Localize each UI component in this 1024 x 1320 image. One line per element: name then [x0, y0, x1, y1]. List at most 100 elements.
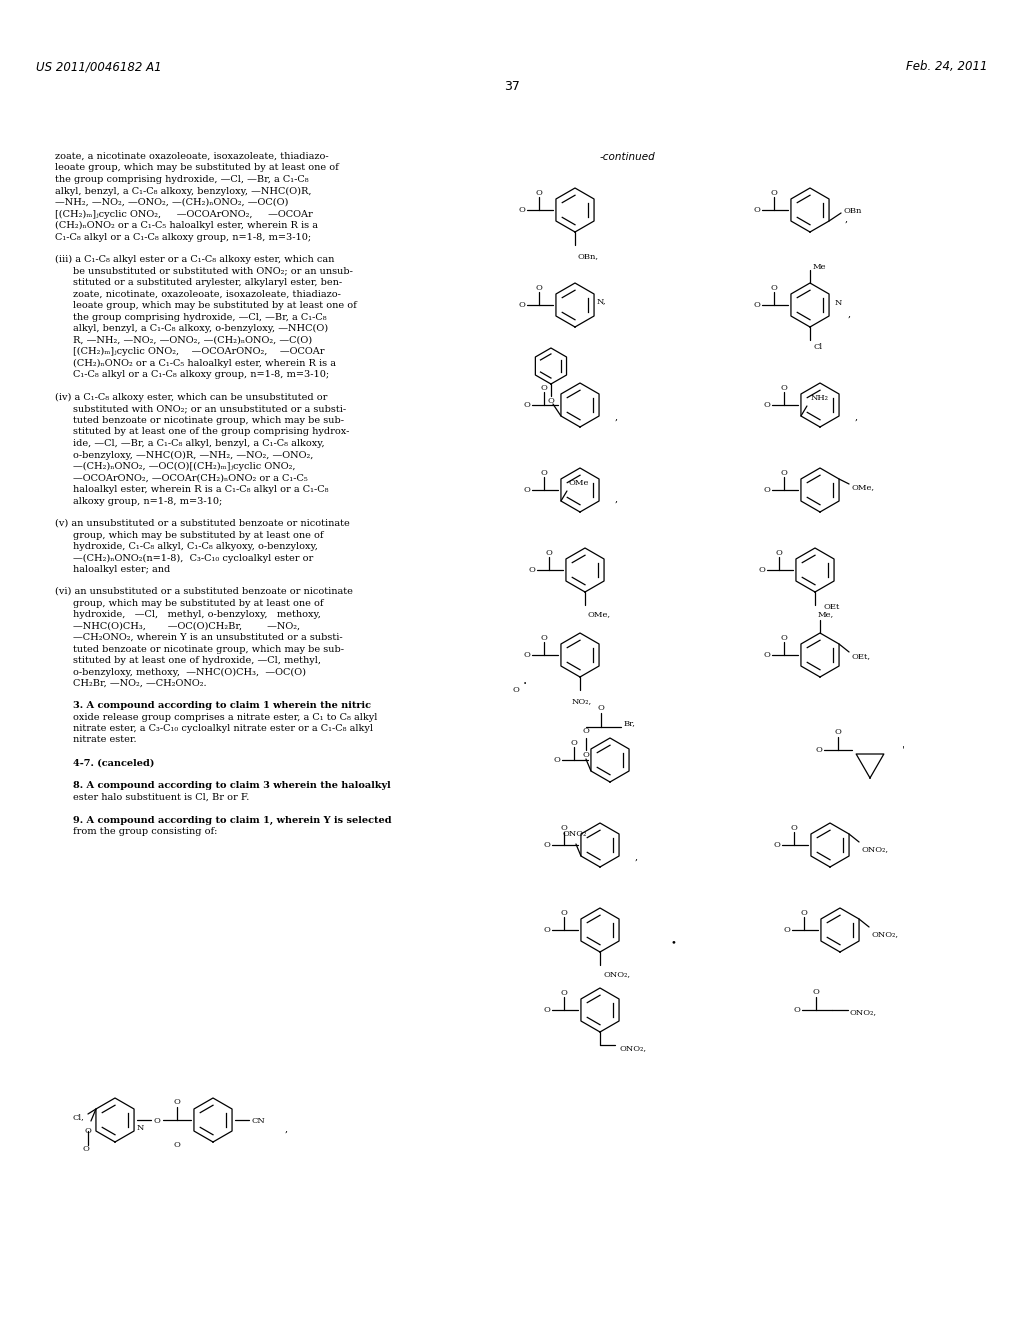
Text: O: O — [543, 927, 550, 935]
Text: O: O — [560, 909, 567, 917]
Text: O: O — [548, 397, 554, 405]
Text: O: O — [753, 206, 760, 214]
Text: O: O — [153, 1117, 160, 1125]
Text: ONO₂,: ONO₂, — [871, 931, 898, 939]
Text: N: N — [835, 300, 843, 308]
Text: O: O — [85, 1127, 91, 1135]
Text: O: O — [763, 651, 770, 659]
Text: the group comprising hydroxide, —Cl, —Br, a C₁-C₈: the group comprising hydroxide, —Cl, —Br… — [73, 313, 327, 322]
Text: be unsubstituted or substituted with ONO₂; or an unsub-: be unsubstituted or substituted with ONO… — [73, 267, 353, 276]
Text: O: O — [536, 284, 543, 292]
Text: o-benzyloxy, methoxy,  —NHC(O)CH₃,  —OC(O): o-benzyloxy, methoxy, —NHC(O)CH₃, —OC(O) — [73, 668, 306, 677]
Text: zoate, a nicotinate oxazoleoate, isoxazoleate, thiadiazo-: zoate, a nicotinate oxazoleoate, isoxazo… — [55, 152, 329, 161]
Text: O: O — [523, 486, 530, 494]
Text: O: O — [560, 989, 567, 997]
Text: o-benzyloxy, —NHC(O)R, —NH₂, —NO₂, —ONO₂,: o-benzyloxy, —NHC(O)R, —NH₂, —NO₂, —ONO₂… — [73, 450, 313, 459]
Text: haloalkyl ester; and: haloalkyl ester; and — [73, 565, 170, 574]
Text: O: O — [791, 824, 798, 832]
Text: O: O — [763, 401, 770, 409]
Text: 8. A compound according to claim 3 wherein the haloalkyl: 8. A compound according to claim 3 where… — [73, 781, 391, 791]
Text: O: O — [518, 301, 525, 309]
Text: 37: 37 — [504, 81, 520, 92]
Text: O: O — [775, 549, 782, 557]
Text: O: O — [543, 841, 550, 849]
Text: from the group consisting of:: from the group consisting of: — [73, 828, 217, 837]
Text: stituted by at least one of hydroxide, —Cl, methyl,: stituted by at least one of hydroxide, —… — [73, 656, 321, 665]
Text: CH₂Br, —NO₂, —CH₂ONO₂.: CH₂Br, —NO₂, —CH₂ONO₂. — [73, 678, 207, 688]
Text: Me: Me — [813, 263, 826, 271]
Text: —(CH₂)ₙONO₂, —OC(O)[(CH₂)ₘ]ⱼcyclic ONO₂,: —(CH₂)ₙONO₂, —OC(O)[(CH₂)ₘ]ⱼcyclic ONO₂, — [73, 462, 296, 471]
Text: (iv) a C₁-C₈ alkoxy ester, which can be unsubstituted or: (iv) a C₁-C₈ alkoxy ester, which can be … — [55, 393, 328, 403]
Text: (v) an unsubstituted or a substituted benzoate or nicotinate: (v) an unsubstituted or a substituted be… — [55, 519, 350, 528]
Text: O: O — [173, 1098, 180, 1106]
Text: O: O — [546, 549, 552, 557]
Text: OEt: OEt — [823, 603, 840, 611]
Text: Cl,: Cl, — [72, 1113, 84, 1121]
Text: group, which may be substituted by at least one of: group, which may be substituted by at le… — [73, 531, 324, 540]
Text: 3. A compound according to claim 1 wherein the nitric: 3. A compound according to claim 1 where… — [73, 701, 371, 710]
Text: (iii) a C₁-C₈ alkyl ester or a C₁-C₈ alkoxy ester, which can: (iii) a C₁-C₈ alkyl ester or a C₁-C₈ alk… — [55, 255, 335, 264]
Text: NH₂: NH₂ — [811, 393, 829, 403]
Text: ester halo substituent is Cl, Br or F.: ester halo substituent is Cl, Br or F. — [73, 793, 250, 803]
Text: [(CH₂)ₘ]ⱼcyclic ONO₂,    —OCOArONO₂,    —OCOAr: [(CH₂)ₘ]ⱼcyclic ONO₂, —OCOArONO₂, —OCOAr — [73, 347, 325, 356]
Text: alkyl, benzyl, a C₁-C₈ alkoxy, o-benzyloxy, —NHC(O): alkyl, benzyl, a C₁-C₈ alkoxy, o-benzylo… — [73, 323, 328, 333]
Text: OEt,: OEt, — [851, 652, 870, 660]
Text: O: O — [518, 206, 525, 214]
Text: O: O — [83, 1144, 89, 1152]
Text: leoate group, which may be substituted by at least one of: leoate group, which may be substituted b… — [73, 301, 356, 310]
Text: O: O — [570, 739, 578, 747]
Text: O: O — [541, 384, 548, 392]
Text: oxide release group comprises a nitrate ester, a C₁ to C₈ alkyl: oxide release group comprises a nitrate … — [73, 713, 378, 722]
Text: OMe,: OMe, — [851, 483, 874, 491]
Text: O: O — [173, 1140, 180, 1148]
Text: ,: , — [845, 215, 848, 224]
Text: .: . — [523, 673, 527, 686]
Text: ide, —Cl, —Br, a C₁-C₈ alkyl, benzyl, a C₁-C₈ alkoxy,: ide, —Cl, —Br, a C₁-C₈ alkyl, benzyl, a … — [73, 440, 325, 447]
Text: the group comprising hydroxide, —Cl, —Br, a C₁-C₈: the group comprising hydroxide, —Cl, —Br… — [55, 176, 308, 183]
Text: O: O — [583, 727, 590, 735]
Text: O: O — [536, 189, 543, 197]
Text: haloalkyl ester, wherein R is a C₁-C₈ alkyl or a C₁-C₈: haloalkyl ester, wherein R is a C₁-C₈ al… — [73, 484, 329, 494]
Text: ,: , — [615, 413, 618, 422]
Text: leoate group, which may be substituted by at least one of: leoate group, which may be substituted b… — [55, 164, 339, 173]
Text: O: O — [815, 746, 822, 754]
Text: alkyl, benzyl, a C₁-C₈ alkoxy, benzyloxy, —NHC(O)R,: alkyl, benzyl, a C₁-C₈ alkoxy, benzyloxy… — [55, 186, 311, 195]
Text: O: O — [780, 469, 787, 477]
Text: O: O — [801, 909, 808, 917]
Text: OBn: OBn — [843, 207, 861, 215]
Text: O: O — [763, 486, 770, 494]
Text: substituted with ONO₂; or an unsubstituted or a substi-: substituted with ONO₂; or an unsubstitut… — [73, 404, 346, 413]
Text: ONO₂,: ONO₂, — [850, 1008, 877, 1016]
Text: OMe,: OMe, — [588, 610, 611, 618]
Text: (vi) an unsubstituted or a substituted benzoate or nicotinate: (vi) an unsubstituted or a substituted b… — [55, 587, 353, 597]
Text: O: O — [771, 284, 777, 292]
Text: O: O — [523, 401, 530, 409]
Text: N: N — [137, 1125, 144, 1133]
Text: [(CH₂)ₘ]ⱼcyclic ONO₂,     —OCOArONO₂,     —OCOAr: [(CH₂)ₘ]ⱼcyclic ONO₂, —OCOArONO₂, —OCOAr — [55, 210, 312, 219]
Text: ONO₂,: ONO₂, — [861, 845, 888, 853]
Text: N,: N, — [597, 297, 606, 305]
Text: O: O — [541, 469, 548, 477]
Text: Cl: Cl — [813, 343, 822, 351]
Text: O: O — [780, 384, 787, 392]
Text: O: O — [513, 686, 519, 694]
Text: O: O — [528, 566, 535, 574]
Text: US 2011/0046182 A1: US 2011/0046182 A1 — [36, 59, 162, 73]
Text: alkoxy group, n=1-8, m=3-10;: alkoxy group, n=1-8, m=3-10; — [73, 496, 222, 506]
Text: 9. A compound according to claim 1, wherein Y is selected: 9. A compound according to claim 1, wher… — [73, 816, 391, 825]
Text: ': ' — [902, 744, 905, 754]
Text: nitrate ester.: nitrate ester. — [73, 735, 136, 744]
Text: R, —NH₂, —NO₂, —ONO₂, —(CH₂)ₙONO₂, —C(O): R, —NH₂, —NO₂, —ONO₂, —(CH₂)ₙONO₂, —C(O) — [73, 335, 312, 345]
Text: —NHC(O)CH₃,       —OC(O)CH₂Br,        —NO₂,: —NHC(O)CH₃, —OC(O)CH₂Br, —NO₂, — [73, 622, 300, 631]
Text: O: O — [794, 1006, 800, 1014]
Text: —(CH₂)ₙONO₂(n=1-8),  C₃-C₁₀ cycloalkyl ester or: —(CH₂)ₙONO₂(n=1-8), C₃-C₁₀ cycloalkyl es… — [73, 553, 313, 562]
Text: O: O — [758, 566, 765, 574]
Text: -continued: -continued — [600, 152, 655, 162]
Text: ,: , — [635, 853, 638, 862]
Text: —CH₂ONO₂, wherein Y is an unsubstituted or a substi-: —CH₂ONO₂, wherein Y is an unsubstituted … — [73, 634, 343, 642]
Text: CN: CN — [251, 1117, 265, 1125]
Text: —NH₂, —NO₂, —ONO₂, —(CH₂)ₙONO₂, —OC(O): —NH₂, —NO₂, —ONO₂, —(CH₂)ₙONO₂, —OC(O) — [55, 198, 289, 207]
Text: nitrate ester, a C₃-C₁₀ cycloalkyl nitrate ester or a C₁-C₈ alkyl: nitrate ester, a C₃-C₁₀ cycloalkyl nitra… — [73, 723, 373, 733]
Text: ,: , — [615, 495, 618, 504]
Text: •: • — [670, 939, 676, 946]
